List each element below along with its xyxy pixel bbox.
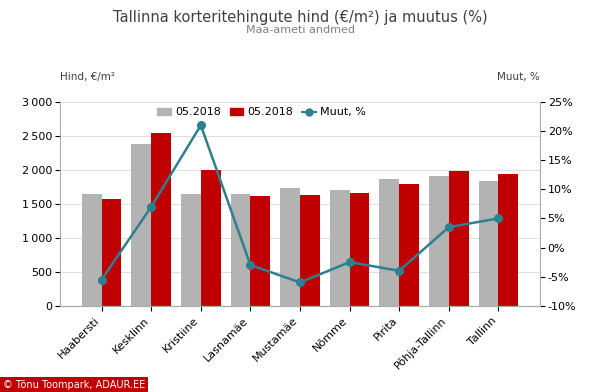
Bar — [82, 194, 101, 306]
Bar — [250, 196, 270, 306]
Bar — [379, 179, 399, 306]
Bar — [330, 190, 350, 306]
Bar — [151, 133, 171, 306]
Text: Maa-ameti andmed: Maa-ameti andmed — [245, 25, 355, 36]
Bar — [280, 188, 300, 306]
Bar — [131, 144, 151, 306]
Text: Hind, €/m²: Hind, €/m² — [60, 73, 115, 82]
Text: Muut, %: Muut, % — [497, 73, 540, 82]
Legend: 05.2018, 05.2018, Muut, %: 05.2018, 05.2018, Muut, % — [157, 107, 366, 118]
Text: Tallinna korteritehingute hind (€/m²) ja muutus (%): Tallinna korteritehingute hind (€/m²) ja… — [113, 10, 487, 25]
Bar — [479, 181, 499, 306]
Bar — [181, 194, 201, 306]
Bar — [499, 174, 518, 306]
Bar — [101, 199, 121, 306]
Bar — [201, 170, 221, 306]
Bar — [449, 171, 469, 306]
Bar — [399, 184, 419, 306]
Bar — [230, 194, 250, 306]
Bar — [350, 193, 370, 306]
Bar — [429, 176, 449, 306]
Bar — [300, 195, 320, 306]
Text: © Tõnu Toompark, ADAUR.EE: © Tõnu Toompark, ADAUR.EE — [3, 380, 145, 390]
